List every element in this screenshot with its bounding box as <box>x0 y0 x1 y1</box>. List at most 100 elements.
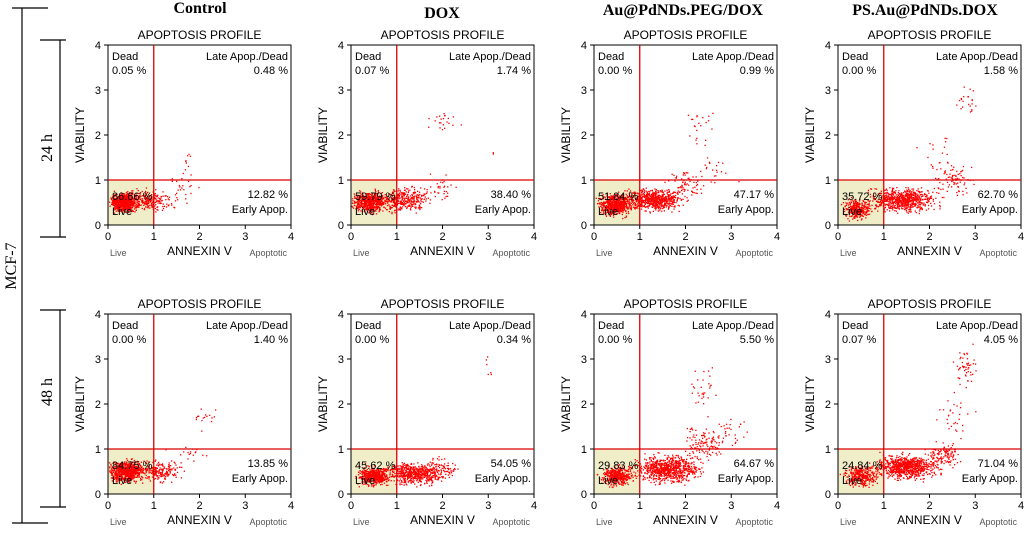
data-point <box>858 203 860 206</box>
data-point <box>953 166 955 168</box>
data-point <box>684 184 686 186</box>
data-point <box>884 197 886 200</box>
data-point <box>938 178 940 180</box>
data-point <box>695 192 697 194</box>
data-point <box>916 195 919 197</box>
data-point <box>149 207 151 209</box>
data-point <box>408 204 410 206</box>
data-point <box>419 201 421 203</box>
data-point <box>611 204 613 206</box>
data-point <box>115 203 117 206</box>
data-point <box>631 192 633 194</box>
data-point <box>409 209 412 211</box>
data-point <box>900 203 902 205</box>
data-point <box>670 200 672 202</box>
data-point <box>669 194 671 196</box>
data-point <box>404 205 407 208</box>
data-point <box>640 208 643 210</box>
data-point <box>698 122 700 124</box>
data-point <box>622 201 624 204</box>
data-point <box>628 200 630 202</box>
data-point <box>616 199 618 201</box>
data-point <box>863 210 865 212</box>
data-point <box>434 195 436 198</box>
y-tick-label: 4 <box>338 40 344 52</box>
data-point <box>661 191 663 193</box>
data-point <box>386 196 388 198</box>
data-point <box>622 199 625 201</box>
quadrant-late-label: Late Apop./Dead <box>936 51 1018 63</box>
data-point <box>917 202 919 204</box>
data-point <box>884 196 886 199</box>
data-point <box>672 195 674 197</box>
data-point <box>915 203 917 205</box>
data-point <box>847 208 849 211</box>
data-point <box>649 195 651 197</box>
data-point <box>627 211 629 213</box>
data-point <box>656 203 658 205</box>
data-point <box>144 194 147 197</box>
data-point <box>860 207 862 209</box>
data-point <box>855 211 857 214</box>
data-point <box>373 198 375 200</box>
data-point <box>621 206 624 208</box>
data-point <box>363 202 366 204</box>
data-point <box>371 205 373 207</box>
data-point <box>629 191 631 194</box>
data-point <box>386 209 388 211</box>
data-point <box>924 204 926 206</box>
data-point <box>167 198 169 200</box>
data-point <box>616 208 619 210</box>
data-point <box>902 194 904 197</box>
data-point <box>381 197 383 200</box>
data-point <box>117 474 119 476</box>
data-point <box>605 193 608 195</box>
data-point <box>372 200 374 202</box>
data-point <box>121 212 123 214</box>
data-point <box>444 115 446 117</box>
data-point <box>131 196 133 198</box>
data-point <box>662 207 664 210</box>
data-point <box>907 204 909 206</box>
data-point <box>365 196 367 198</box>
data-point <box>141 199 143 201</box>
data-point <box>908 195 910 197</box>
data-point <box>910 192 912 194</box>
data-point <box>157 197 159 199</box>
quadrant-early-label: Early Apop. <box>232 204 288 216</box>
data-point <box>857 213 859 215</box>
data-point <box>864 207 866 209</box>
data-point <box>380 197 383 199</box>
data-point <box>130 204 133 206</box>
data-point <box>167 205 169 207</box>
x-sublabel-apoptotic: Apoptotic <box>492 248 530 258</box>
data-point <box>413 199 415 202</box>
data-point <box>124 473 126 475</box>
y-axis-label: VIABILITY <box>316 107 330 163</box>
data-point <box>636 197 638 199</box>
data-point <box>617 195 619 197</box>
data-point <box>627 195 629 198</box>
data-point <box>671 196 673 198</box>
data-point <box>113 470 115 472</box>
data-point <box>874 207 877 210</box>
data-point <box>187 165 190 168</box>
data-point <box>415 200 418 202</box>
data-point <box>426 189 428 191</box>
data-point <box>359 206 361 208</box>
data-point <box>143 208 145 211</box>
data-point <box>962 100 964 102</box>
data-point <box>377 191 380 193</box>
data-point <box>116 194 118 196</box>
data-point <box>661 201 663 203</box>
quadrant-dead-label: Dead <box>598 51 624 63</box>
data-point <box>610 211 612 213</box>
data-point <box>612 210 614 212</box>
data-point <box>716 171 718 173</box>
quadrant-early-label: Early Apop. <box>962 204 1018 216</box>
data-point <box>924 198 927 200</box>
data-point <box>686 197 688 199</box>
data-point <box>141 195 143 197</box>
